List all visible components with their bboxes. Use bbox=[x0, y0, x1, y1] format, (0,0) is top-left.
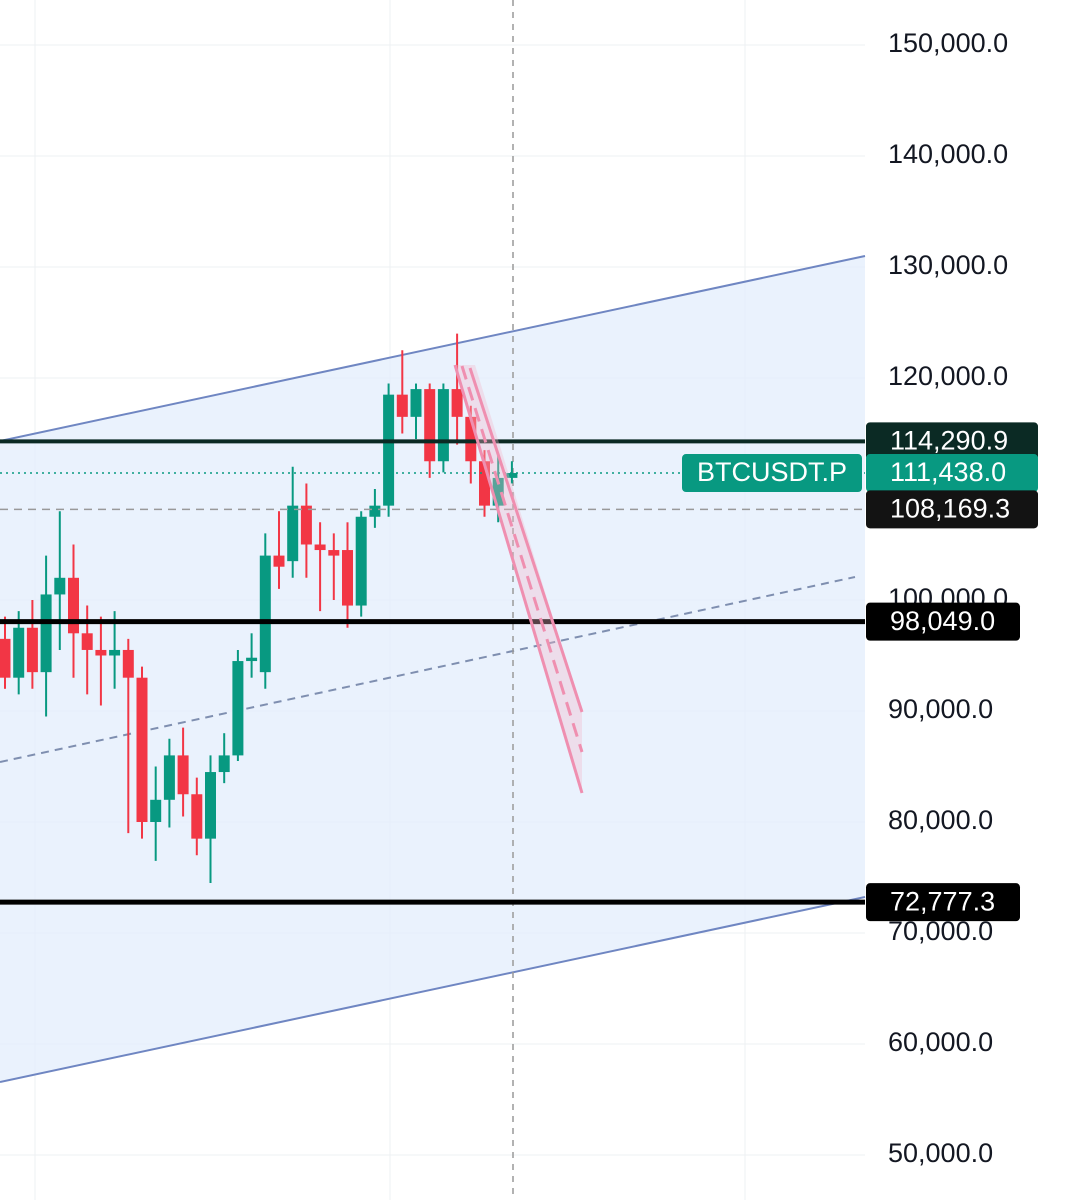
candle-body bbox=[451, 389, 463, 417]
candle-body bbox=[122, 649, 134, 678]
y-tick-label: 150,000.0 bbox=[888, 28, 1008, 58]
y-tick-label: 80,000.0 bbox=[888, 805, 993, 835]
candle-body bbox=[424, 389, 436, 462]
candle-body bbox=[95, 649, 107, 656]
projection-line bbox=[453, 364, 584, 794]
price-label: 72,777.3 bbox=[890, 886, 995, 916]
price-label-box bbox=[866, 602, 1020, 641]
y-tick-label: 90,000.0 bbox=[888, 694, 993, 724]
projection-line bbox=[468, 367, 584, 713]
candle-body bbox=[300, 505, 312, 545]
candle-body bbox=[54, 577, 66, 595]
candle-body bbox=[81, 633, 93, 650]
projection bbox=[453, 364, 584, 794]
price-label-box bbox=[866, 454, 1038, 493]
candle-body bbox=[191, 794, 203, 839]
price-label: 98,049.0 bbox=[890, 606, 995, 636]
candle-body bbox=[26, 627, 38, 673]
candle-body bbox=[492, 477, 504, 506]
symbol-box bbox=[682, 454, 862, 493]
candle-body bbox=[232, 661, 244, 756]
plot bbox=[0, 333, 865, 905]
candle-body bbox=[355, 516, 367, 606]
y-tick-label: 130,000.0 bbox=[888, 250, 1008, 280]
candle-body bbox=[205, 772, 216, 839]
candle-body bbox=[68, 577, 79, 634]
symbol-label: BTCUSDT.P bbox=[697, 457, 847, 487]
candle-body bbox=[136, 677, 148, 823]
candle-body bbox=[369, 505, 381, 517]
candle-body bbox=[396, 394, 408, 417]
channel-fill bbox=[0, 256, 865, 1082]
candle-body bbox=[246, 657, 258, 662]
candle-body bbox=[479, 461, 490, 506]
candle-body bbox=[40, 594, 52, 673]
y-tick-label: 120,000.0 bbox=[888, 361, 1008, 391]
price-label-box bbox=[866, 490, 1038, 529]
candle-body bbox=[273, 555, 285, 567]
candle-body bbox=[287, 505, 299, 562]
candle-body bbox=[0, 638, 11, 678]
price-label-box bbox=[866, 883, 1020, 922]
price-label-box bbox=[866, 422, 1038, 461]
price-label: 111,438.0 bbox=[890, 457, 1006, 487]
candle-body bbox=[328, 550, 340, 556]
projection-mid bbox=[460, 365, 584, 753]
candle-body bbox=[465, 416, 477, 462]
candle-body bbox=[177, 755, 189, 795]
candle-body bbox=[163, 755, 175, 800]
channel-upper bbox=[0, 255, 866, 442]
price-label: 108,169.3 bbox=[890, 493, 1010, 523]
candle-body bbox=[13, 627, 25, 678]
y-tick-label: 140,000.0 bbox=[888, 139, 1008, 169]
candle-body bbox=[383, 394, 395, 506]
candle-body bbox=[259, 555, 271, 673]
candle-body bbox=[218, 755, 230, 773]
candle-body bbox=[437, 389, 449, 462]
price-label: 114,290.9 bbox=[890, 425, 1008, 455]
price-axis: 150,000.0140,000.0130,000.0120,000.0100,… bbox=[682, 28, 1038, 1168]
candle-body bbox=[150, 799, 162, 823]
candle-body bbox=[314, 544, 326, 551]
candle-body bbox=[506, 473, 518, 478]
y-tick-label: 50,000.0 bbox=[888, 1138, 993, 1168]
channel-lower bbox=[0, 896, 866, 1083]
candle-body bbox=[109, 649, 121, 656]
candle-body bbox=[410, 389, 422, 417]
y-tick-label: 60,000.0 bbox=[888, 1027, 993, 1057]
candle-body bbox=[342, 550, 353, 606]
